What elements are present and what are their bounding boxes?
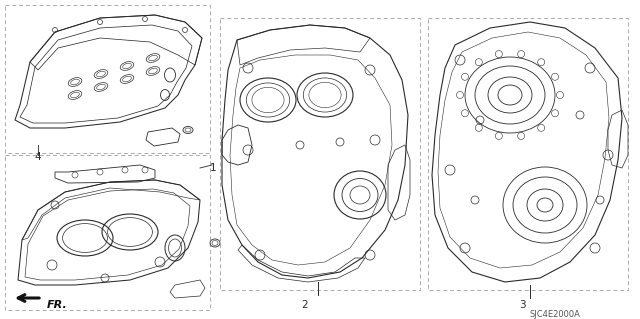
Text: 4: 4 [35, 152, 42, 162]
Bar [5, 5, 210, 153]
Text: 2: 2 [301, 300, 308, 310]
Text: 3: 3 [518, 300, 525, 310]
Bar [220, 18, 420, 290]
Bar [5, 155, 210, 310]
Bar [428, 18, 628, 290]
Text: SJC4E2000A: SJC4E2000A [530, 310, 581, 319]
Text: 1: 1 [210, 163, 216, 173]
Text: FR.: FR. [47, 300, 68, 310]
